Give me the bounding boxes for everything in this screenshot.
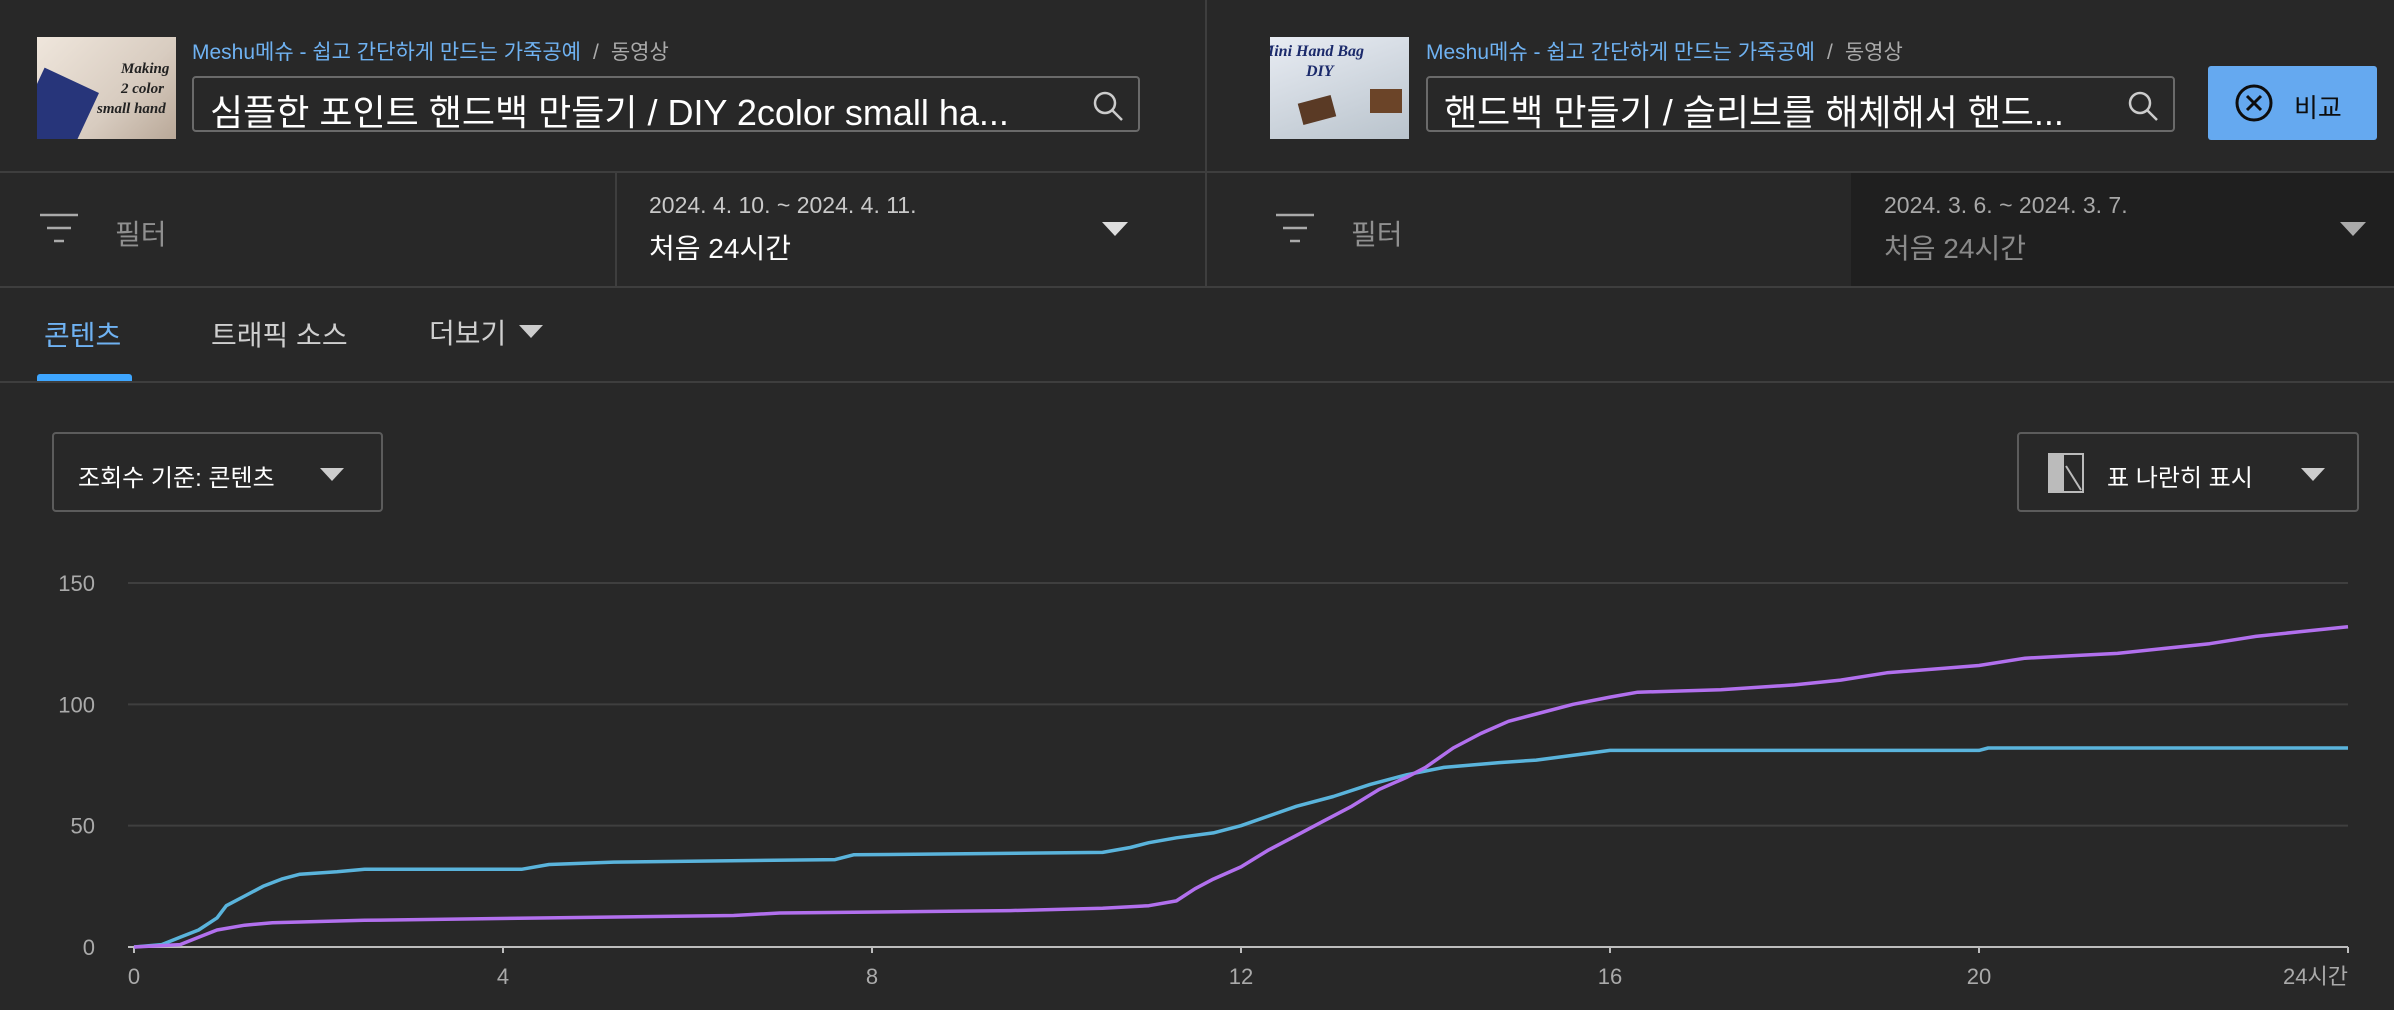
search-box[interactable]: 심플한 포인트 핸드백 만들기 / DIY 2color small ha... [192, 76, 1140, 133]
data-line [133, 746, 2348, 949]
data-line [133, 624, 2349, 949]
view-dropdown[interactable]: 표 나란히 표시 [2017, 432, 2359, 512]
divider [0, 286, 2394, 288]
content-type: 동영상 [610, 41, 669, 64]
video-title: 심플한 포인트 핸드백 만들기 / DIY 2color small ha... [210, 92, 1009, 133]
filter-input[interactable]: 필터 [1351, 219, 1403, 250]
dropdown-arrow[interactable] [519, 325, 543, 338]
metric-dropdown[interactable]: 조회수 기준: 콘텐츠 [52, 432, 383, 512]
search-icon[interactable] [1092, 90, 1124, 122]
x-tick-label: 24시간 [2283, 964, 2348, 989]
separator: / [1827, 41, 1833, 64]
thumbnail-art [1370, 89, 1402, 113]
dropdown-arrow[interactable] [1102, 222, 1128, 236]
filter-input[interactable]: 필터 [115, 219, 167, 250]
thumbnail-text: Making [121, 61, 170, 77]
thumbnail-text: Mini Hand Bag [1270, 43, 1365, 60]
thumbnail-text: small hand [97, 101, 166, 117]
content-type: 동영상 [1844, 41, 1903, 64]
period[interactable]: 처음 24시간 [649, 233, 791, 264]
x-tick-label: 12 [1229, 964, 1253, 989]
divider [0, 381, 2394, 383]
y-tick-label: 0 [83, 935, 95, 960]
period[interactable]: 처음 24시간 [1884, 233, 2026, 264]
compare-label: 비교 [2294, 93, 2342, 123]
channel-link[interactable]: Meshu메슈 - 쉽고 간단하게 만드는 가죽공예 [192, 41, 581, 64]
x-tick-label: 20 [1967, 964, 1991, 989]
date-range: 2024. 4. 10. ~ 2024. 4. 11. [649, 192, 917, 218]
x-tick-label: 8 [866, 964, 878, 989]
thumbnail: Mini Hand Bag DIY [1270, 37, 1409, 139]
x-tick-label: 4 [497, 964, 509, 989]
thumbnail-text: 2 color [121, 81, 164, 97]
tab[interactable]: 트래픽 소스 [211, 320, 348, 351]
dropdown-arrow[interactable] [2340, 222, 2366, 236]
y-tick-label: 50 [71, 814, 95, 839]
close-icon [2235, 84, 2273, 122]
breadcrumb: Meshu메슈 - 쉽고 간단하게 만드는 가죽공예 / 동영상 [1426, 36, 1903, 66]
x-tick-label: 16 [1598, 964, 1622, 989]
breadcrumb: Meshu메슈 - 쉽고 간단하게 만드는 가죽공예 / 동영상 [192, 36, 669, 66]
dropdown-label: 조회수 기준: 콘텐츠 [78, 465, 275, 492]
dropdown-label: 표 나란히 표시 [2107, 465, 2253, 492]
y-tick-label: 150 [58, 571, 95, 596]
dropdown-arrow [2301, 468, 2325, 481]
compare-button[interactable]: 비교 [2208, 66, 2377, 140]
video-title: 핸드백 만들기 / 슬리브를 해체해서 핸드... [1444, 92, 2064, 133]
tab[interactable]: 더보기 [429, 318, 507, 349]
x-tick-label: 0 [128, 964, 140, 989]
search-box[interactable]: 핸드백 만들기 / 슬리브를 해체해서 핸드... [1426, 76, 2175, 133]
thumbnail-art [37, 67, 99, 139]
chart: 0 50 100 150 0 4 8 12 16 20 24시간 [58, 571, 2349, 989]
separator: / [593, 41, 599, 64]
thumbnail-text: DIY [1306, 63, 1334, 80]
thumbnail-art [1297, 94, 1337, 126]
y-tick-label: 100 [58, 692, 95, 717]
divider [1205, 0, 1207, 287]
divider [615, 172, 617, 287]
divider [0, 171, 2394, 173]
tab[interactable]: 콘텐츠 [44, 320, 122, 351]
date-range: 2024. 3. 6. ~ 2024. 3. 7. [1884, 192, 2128, 218]
filter-icon[interactable] [40, 212, 80, 246]
tab-indicator [37, 374, 132, 381]
dropdown-arrow [320, 468, 344, 481]
thumbnail: Making 2 color small hand [37, 37, 176, 139]
search-icon[interactable] [2127, 90, 2159, 122]
date-selector-bg [1851, 173, 2394, 286]
filter-icon[interactable] [1276, 212, 1316, 246]
channel-link[interactable]: Meshu메슈 - 쉽고 간단하게 만드는 가죽공예 [1426, 41, 1815, 64]
table-icon [2048, 453, 2084, 493]
